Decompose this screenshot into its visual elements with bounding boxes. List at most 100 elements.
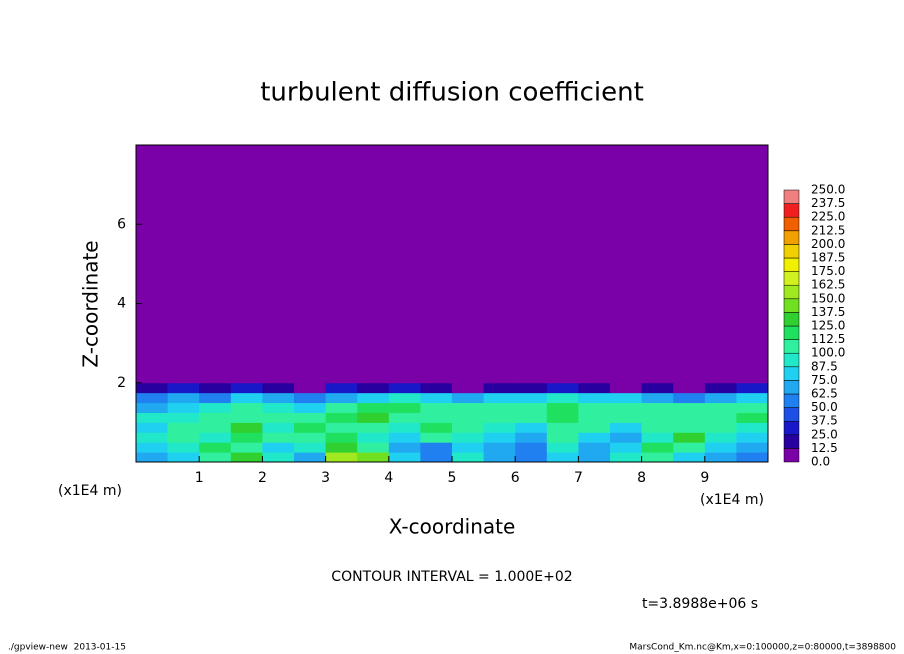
heat-cell (483, 442, 516, 453)
heat-cell (546, 422, 579, 433)
heat-cell (294, 382, 327, 394)
heat-cell (199, 422, 232, 433)
colorbar-swatch (783, 393, 800, 408)
heat-cell (452, 412, 485, 423)
heat-cell (262, 452, 295, 463)
x-tick-label: 6 (511, 470, 520, 486)
heat-cell (452, 452, 485, 463)
heat-cell (230, 402, 263, 413)
heat-cell (452, 442, 485, 453)
colorbar-label: 175.0 (811, 264, 845, 278)
heat-cell (515, 145, 548, 384)
heat-cell (610, 452, 643, 463)
heat-cell (199, 402, 232, 413)
colorbar-swatch (783, 298, 800, 313)
heat-cell (610, 392, 643, 404)
heat-cell (167, 422, 200, 433)
heat-cell (420, 442, 453, 453)
heat-cell (199, 382, 232, 394)
heat-cell (736, 145, 769, 384)
colorbar-label: 62.5 (811, 387, 838, 401)
heat-cell (136, 452, 169, 463)
colorbar-swatch (783, 257, 800, 272)
heat-cell (230, 422, 263, 433)
heat-cell (325, 402, 358, 413)
colorbar-label: 112.5 (811, 332, 845, 346)
heat-cell (199, 392, 232, 404)
heat-cell (167, 442, 200, 453)
heat-cell (420, 145, 453, 384)
colorbar-swatch (783, 284, 800, 300)
heat-cell (452, 382, 485, 394)
colorbar-label: 100.0 (811, 346, 845, 360)
heat-cell (420, 412, 453, 423)
heat-cell (610, 402, 643, 413)
footer-left: ./gpview-new 2013-01-15 (8, 643, 126, 653)
heat-cell (641, 392, 674, 404)
heat-cell (578, 452, 611, 463)
heat-cell (325, 422, 358, 433)
colorbar-label: 75.0 (811, 373, 838, 387)
heat-cell (136, 402, 169, 413)
heat-cell (483, 392, 516, 404)
colorbar-label: 137.5 (811, 305, 845, 319)
heat-cell (325, 392, 358, 404)
heat-cell (736, 382, 769, 394)
colorbar-label: 12.5 (811, 441, 838, 455)
heat-cell (483, 452, 516, 463)
heat-cell (357, 392, 390, 404)
heat-cell (673, 442, 706, 453)
colorbar-swatch (783, 366, 800, 381)
heat-cell (610, 382, 643, 394)
heat-cell (578, 412, 611, 423)
heat-cell (388, 392, 421, 404)
heat-cell (610, 412, 643, 423)
heat-cell (294, 392, 327, 404)
heat-cell (262, 442, 295, 453)
heat-cell (704, 442, 737, 453)
heat-cell (136, 432, 169, 443)
colorbar-swatch (783, 189, 800, 204)
heat-cell (420, 402, 453, 413)
heat-cell (546, 382, 579, 394)
heat-cell (641, 442, 674, 453)
colorbar-swatch (783, 244, 800, 259)
heat-cell (736, 452, 769, 463)
heat-cell (167, 412, 200, 423)
chart-title: turbulent diffusion coefficient (260, 78, 644, 108)
heat-cell (736, 402, 769, 413)
heat-cell (641, 145, 674, 384)
heat-cell (578, 392, 611, 404)
heat-cell (736, 392, 769, 404)
colorbar-swatch (783, 434, 800, 449)
heat-cell (325, 432, 358, 443)
heat-cell (230, 392, 263, 404)
heat-cell (515, 392, 548, 404)
heat-cell (388, 145, 421, 384)
x-tick-label: 5 (448, 470, 457, 486)
heat-cell (483, 382, 516, 394)
heat-cell (673, 452, 706, 463)
heat-cell (546, 442, 579, 453)
heat-cell (199, 145, 232, 384)
heat-cell (325, 452, 358, 463)
colorbar-swatch (783, 230, 800, 245)
x-tick-label: 2 (258, 470, 267, 486)
heat-cell (483, 402, 516, 413)
heat-cell (167, 452, 200, 463)
heat-cell (704, 452, 737, 463)
colorbar-label: 50.0 (811, 400, 838, 414)
colorbar-label: 187.5 (811, 251, 845, 265)
heat-cell (673, 402, 706, 413)
x-tick-label: 9 (700, 470, 709, 486)
x-axis-title: X-coordinate (389, 515, 516, 539)
colorbar-swatch (783, 312, 800, 327)
heat-cell (736, 432, 769, 443)
heat-cell (136, 422, 169, 433)
heat-cell (136, 382, 169, 394)
heat-cell (388, 442, 421, 453)
colorbar-swatch (783, 352, 800, 368)
heat-cell (199, 432, 232, 443)
heat-cell (230, 382, 263, 394)
